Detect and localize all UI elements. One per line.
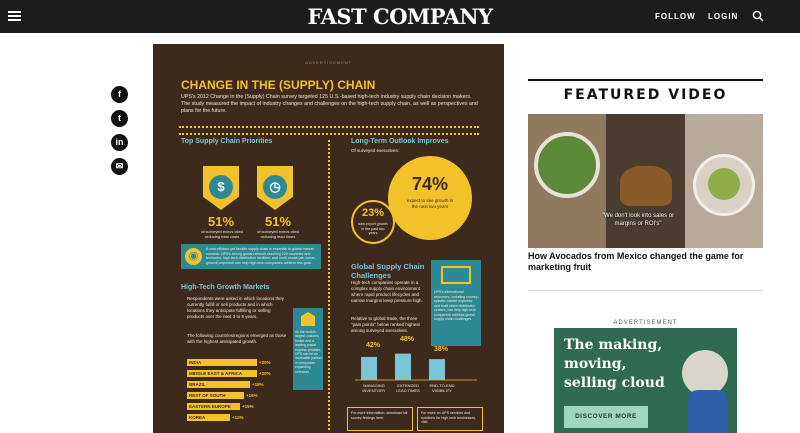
hamburger-menu-icon[interactable] <box>8 11 21 21</box>
region-bar-mea: MIDDLE EAST & AFRICA <box>187 370 257 377</box>
login-link[interactable]: LOGIN <box>708 12 739 21</box>
bar-visibility <box>429 359 445 380</box>
infographic-title: CHANGE IN THE (SUPPLY) CHAIN <box>181 78 376 92</box>
featured-video-title: FEATURED VIDEO <box>563 87 728 103</box>
ad-person-shirt <box>688 390 728 433</box>
infographic-ad-label: ADVERTISEMENT <box>305 60 352 65</box>
facebook-share-icon[interactable]: f <box>111 86 128 103</box>
clock-icon: ◷ <box>263 175 287 199</box>
outlook-big-circle: 74% expect to see growth in the next two… <box>388 156 472 240</box>
cost-shield: $ <box>203 166 239 210</box>
region-value-south-america: +16% <box>246 393 258 398</box>
search-icon[interactable] <box>752 10 764 22</box>
discover-more-button[interactable]: DISCOVER MORE <box>564 406 648 428</box>
bar-inventory <box>361 356 377 380</box>
time-shield: ◷ <box>257 166 293 210</box>
bar-label-inventory: MANAGING INVENTORY <box>362 383 386 393</box>
site-logo[interactable]: FAST COMPANY <box>307 4 493 29</box>
outlook-title: Long-Term Outlook Improves <box>351 138 449 145</box>
warehouse-icon <box>301 312 315 326</box>
region-value-india: +20% <box>259 360 271 365</box>
priorities-title: Top Supply Chain Priorities <box>181 138 273 145</box>
outlook-small-circle: 23% saw export growth in the past two ye… <box>351 200 395 244</box>
bar-pct-inventory: 42% <box>366 342 381 349</box>
infographic-intro: UPS's 2012 Change in the (Supply) Chain … <box>181 94 478 114</box>
dollar-icon: $ <box>209 175 233 199</box>
network-text: A cost-efficient yet flexible supply cha… <box>206 247 317 265</box>
featured-rule <box>528 79 763 81</box>
challenges-chart <box>355 353 477 381</box>
outlook-sub: Of surveyed executives: <box>351 148 400 153</box>
bar-pct-visibility: 38% <box>434 346 449 353</box>
sidebar-ad-label: ADVERTISEMENT <box>613 320 678 326</box>
challenges-side-text: UPS's international resources, including… <box>434 290 479 321</box>
salad-bowl-image <box>534 132 600 198</box>
footer-text-services: For more on UPS services and solutions f… <box>421 411 477 425</box>
top-nav-bar: FAST COMPANY FOLLOW LOGIN <box>0 0 800 33</box>
network-box: ◉ A cost-efficient yet flexible supply c… <box>181 244 321 269</box>
follow-link[interactable]: FOLLOW <box>655 12 696 21</box>
footer-box-survey[interactable]: For more information, download full surv… <box>347 407 413 431</box>
growth-side-text: As the world's largest customs broker an… <box>295 330 322 374</box>
bar-lead-times <box>395 353 411 380</box>
globe-icon: ◉ <box>185 248 202 265</box>
region-value-eastern-europe: +15% <box>242 404 254 409</box>
video-caption: "We don't look into sales or margins or … <box>601 213 675 227</box>
burger-image <box>620 166 672 206</box>
bar-label-visibility: END-TO-END VISIBILITY <box>429 383 455 393</box>
footer-text-survey: For more information, download full surv… <box>351 411 408 420</box>
bar-label-lead-times: EXTENDED LEAD TIMES <box>396 383 420 393</box>
growth-title: High-Tech Growth Markets <box>181 284 270 291</box>
region-value-brazil: +18% <box>252 382 264 387</box>
region-bar-korea: KOREA <box>187 414 230 421</box>
column-divider <box>328 140 330 430</box>
outlook-big-pct: 74% <box>411 174 449 194</box>
challenges-text-2: Relative to global trade, the three "pai… <box>351 316 420 333</box>
chain-divider <box>179 126 479 135</box>
challenges-title: Global Supply Chain Challenges <box>351 262 425 280</box>
email-share-icon[interactable]: ✉ <box>111 158 128 175</box>
region-value-mea: +20% <box>259 371 271 376</box>
priority-1-pct: 51% <box>208 214 235 229</box>
linkedin-share-icon[interactable]: in <box>111 134 128 151</box>
avocado-image <box>708 168 740 200</box>
video-headline-link[interactable]: How Avocados from Mexico changed the gam… <box>528 251 744 272</box>
sidebar-ad[interactable]: The making, moving, selling cloud DISCOV… <box>554 328 737 433</box>
sidebar-separator <box>528 290 763 291</box>
priority-2-pct: 51% <box>265 214 292 229</box>
twitter-share-icon[interactable]: t <box>111 110 128 127</box>
region-bar-south-america: REST OF SOUTH AMERICA <box>187 392 244 405</box>
region-bar-brazil: BRAZIL <box>187 381 250 388</box>
infographic-ad[interactable]: ADVERTISEMENT CHANGE IN THE (SUPPLY) CHA… <box>153 44 504 433</box>
priority-1-label: of surveyed execs cited reducing total c… <box>201 229 243 239</box>
outlook-small-pct: 23% <box>361 207 385 219</box>
featured-video-player[interactable] <box>528 114 763 248</box>
region-bar-eastern-europe: EASTERN EUROPE <box>187 403 240 410</box>
ad-headline: The making, moving, selling cloud <box>564 337 665 391</box>
region-bar-india: INDIA <box>187 359 257 366</box>
growth-text-2: The following countries/regions emerged … <box>187 333 287 344</box>
bar-pct-lead-times: 48% <box>400 336 415 343</box>
outlook-big-label: expect to see growth in the next two yea… <box>406 198 454 209</box>
challenges-side-box: UPS's international resources, including… <box>431 260 481 346</box>
challenges-text: High-tech companies operate in a complex… <box>351 280 423 303</box>
growth-side-box: As the world's largest customs broker an… <box>293 308 323 390</box>
ad-person-image <box>682 350 728 396</box>
laptop-icon <box>441 266 471 284</box>
region-value-korea: +12% <box>232 415 244 420</box>
priority-2-label: of surveyed execs cited reducing lead ti… <box>257 229 299 239</box>
growth-text: Respondents were asked in which location… <box>187 296 285 319</box>
outlook-small-label: saw export growth in the past two years <box>358 222 388 236</box>
footer-box-services[interactable]: For more on UPS services and solutions f… <box>417 407 483 431</box>
